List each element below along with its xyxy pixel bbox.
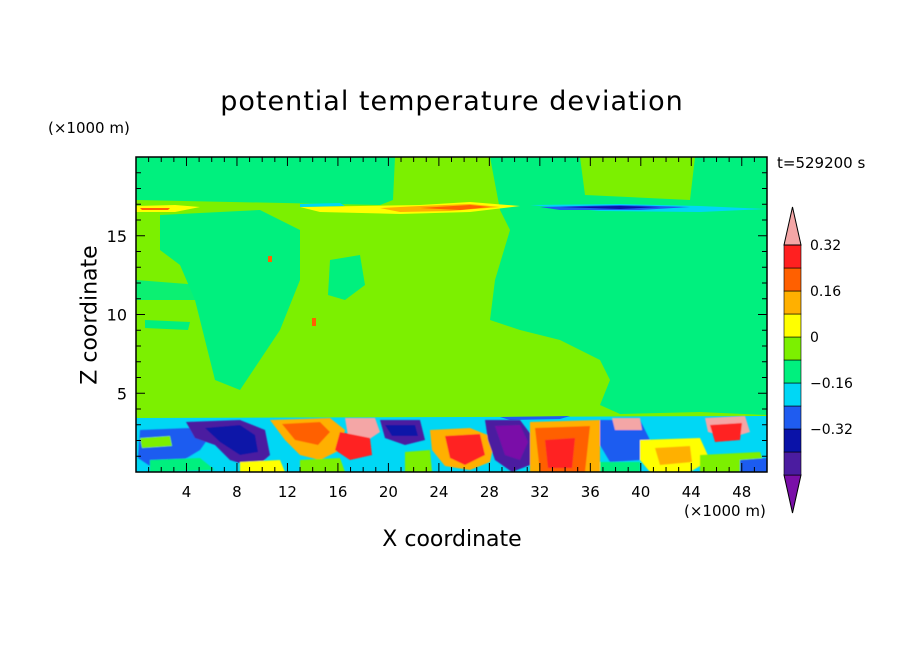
x-axis: 4 8 12 16 20 24 28 32 36 40 44 48 <box>148 157 755 501</box>
x-tick-label: 4 <box>182 483 192 501</box>
colorbar-label: 0.32 <box>810 238 841 254</box>
x-axis-label-text: X coordinate <box>382 527 522 552</box>
x-tick-label: 48 <box>732 483 751 501</box>
y-axis: 5 10 15 <box>107 172 767 457</box>
time-label: t=529200 s <box>777 154 866 172</box>
colorbar-max-extension <box>783 206 802 246</box>
colorbar-box <box>783 405 802 430</box>
colorbar-box <box>783 267 802 292</box>
colorbar-label: 0 <box>810 330 819 346</box>
x-tick-label: 16 <box>328 483 347 501</box>
x-tick-label: 36 <box>581 483 600 501</box>
colorbar-box <box>783 313 802 338</box>
colorbar-box <box>783 336 802 361</box>
x-axis-multiplier: (×1000 m) <box>684 502 766 520</box>
x-tick-label: 12 <box>278 483 297 501</box>
y-tick-label: 5 <box>117 384 127 403</box>
x-tick-label: 40 <box>631 483 650 501</box>
y-axis-label: Z coordinate <box>77 245 103 385</box>
colorbar-box <box>783 244 802 269</box>
colorbar: 0.32 0.16 0 −0.16 −0.32 <box>783 206 853 514</box>
y-axis-multiplier: (×1000 m) <box>48 119 130 137</box>
x-tick-label: 24 <box>429 483 448 501</box>
x-tick-label: 32 <box>530 483 549 501</box>
colorbar-box <box>783 290 802 315</box>
x-tick-label: 20 <box>379 483 398 501</box>
y-tick-label: 15 <box>107 227 127 246</box>
chart-title: potential temperature deviation <box>220 86 684 117</box>
contour-field <box>136 157 767 472</box>
colorbar-box <box>783 428 802 453</box>
colorbar-label: 0.16 <box>810 284 841 300</box>
colorbar-min-extension <box>783 474 802 514</box>
colorbar-label: −0.32 <box>810 422 853 438</box>
x-axis-label: X coordinate <box>0 527 904 552</box>
colorbar-box <box>783 382 802 407</box>
x-tick-label: 8 <box>232 483 242 501</box>
colorbar-label: −0.16 <box>810 376 853 392</box>
colorbar-box <box>783 451 802 476</box>
y-tick-label: 10 <box>107 306 127 325</box>
x-tick-label: 28 <box>480 483 499 501</box>
x-tick-label: 44 <box>682 483 701 501</box>
colorbar-box <box>783 359 802 384</box>
